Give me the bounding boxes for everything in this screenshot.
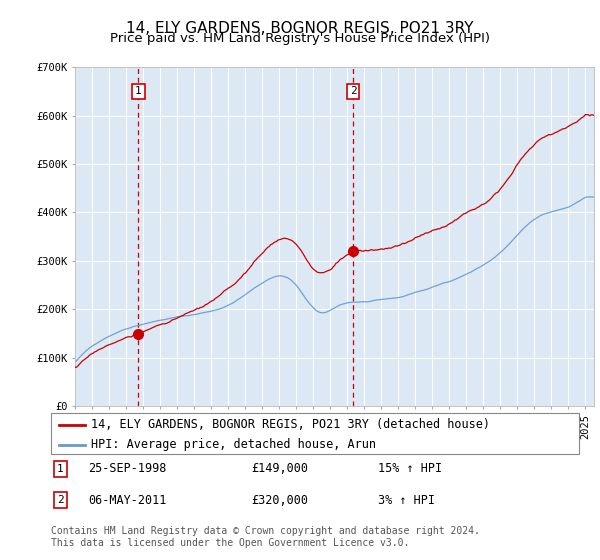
Text: 1: 1 (57, 464, 64, 474)
Text: 14, ELY GARDENS, BOGNOR REGIS, PO21 3RY: 14, ELY GARDENS, BOGNOR REGIS, PO21 3RY (126, 21, 474, 36)
Text: 1: 1 (135, 86, 142, 96)
Text: 06-MAY-2011: 06-MAY-2011 (88, 493, 166, 507)
Text: Contains HM Land Registry data © Crown copyright and database right 2024.
This d: Contains HM Land Registry data © Crown c… (51, 526, 480, 548)
Text: 2: 2 (57, 495, 64, 505)
Text: £149,000: £149,000 (251, 462, 308, 475)
Text: 15% ↑ HPI: 15% ↑ HPI (379, 462, 442, 475)
Text: £320,000: £320,000 (251, 493, 308, 507)
Text: 25-SEP-1998: 25-SEP-1998 (88, 462, 166, 475)
Text: 14, ELY GARDENS, BOGNOR REGIS, PO21 3RY (detached house): 14, ELY GARDENS, BOGNOR REGIS, PO21 3RY … (91, 418, 490, 431)
Text: HPI: Average price, detached house, Arun: HPI: Average price, detached house, Arun (91, 438, 376, 451)
Text: Price paid vs. HM Land Registry's House Price Index (HPI): Price paid vs. HM Land Registry's House … (110, 32, 490, 45)
Text: 3% ↑ HPI: 3% ↑ HPI (379, 493, 436, 507)
Text: 2: 2 (350, 86, 356, 96)
